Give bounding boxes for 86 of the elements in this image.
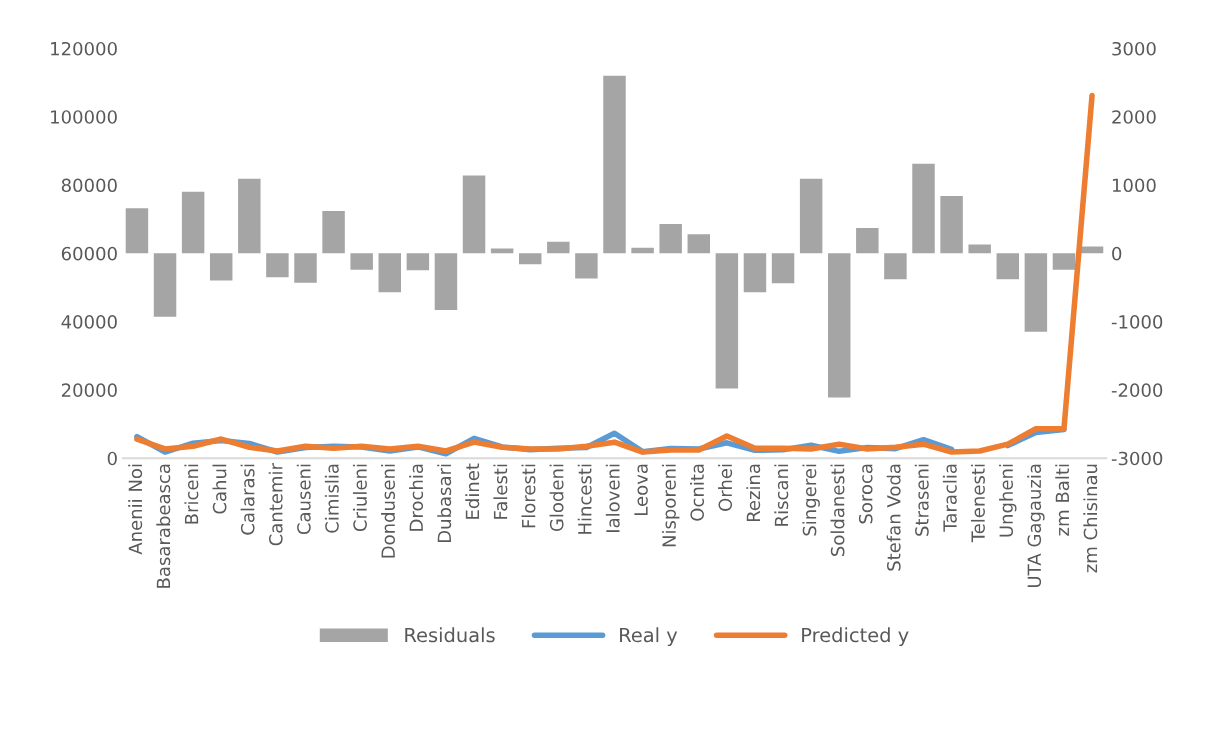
- y2-tick-label: -2000: [1111, 383, 1163, 397]
- bar: [406, 253, 430, 271]
- bar: [968, 244, 991, 254]
- x-tick-label: zm Balti: [1055, 464, 1070, 536]
- bar: [687, 234, 711, 254]
- x-tick-label: Ialoveni: [605, 464, 620, 532]
- y-tick-label: 60000: [61, 246, 117, 261]
- bar: [153, 253, 177, 317]
- x-tick-label: Briceni: [184, 464, 199, 524]
- x-tick-label: Nisporeni: [661, 464, 680, 547]
- x-tick-label: Hincesti: [577, 464, 592, 534]
- y2-tick-label: 2000: [1112, 110, 1156, 124]
- bar: [659, 223, 682, 254]
- y-tick-label: 20000: [61, 383, 117, 397]
- y-tick-label: 40000: [61, 315, 117, 329]
- bar: [856, 228, 879, 254]
- bar: [771, 253, 795, 284]
- bar: [827, 253, 851, 398]
- bar: [575, 253, 598, 279]
- x-tick-label: Falesti: [493, 464, 508, 519]
- x-tick-label: Ocnita: [690, 464, 705, 521]
- y-tick-label: 120000: [51, 41, 117, 56]
- x-tick-label: Ungheni: [999, 464, 1017, 537]
- legend-label: Predicted y: [802, 627, 909, 647]
- bar: [1052, 253, 1076, 270]
- x-tick-label: Basarabeasca: [156, 464, 171, 588]
- x-tick-label: Riscani: [774, 464, 789, 526]
- legend-label: Real y: [620, 627, 678, 647]
- bar: [912, 163, 935, 254]
- x-tick-label: Leova: [634, 464, 648, 515]
- x-tick-label: Dubasari: [437, 464, 452, 543]
- bar: [209, 253, 233, 281]
- bar: [940, 195, 963, 254]
- legend-label: Residuals: [405, 627, 495, 643]
- x-tick-label: Soroca: [858, 464, 873, 524]
- y2-tick-label: 1000: [1112, 178, 1156, 193]
- x-tick-label: Stefan Voda: [886, 464, 901, 571]
- bar: [294, 253, 317, 283]
- x-tick-label: Floresti: [521, 464, 536, 528]
- bar: [434, 253, 458, 310]
- bar: [884, 253, 907, 280]
- bar: [799, 178, 823, 254]
- x-tick-label: Cahul: [212, 464, 227, 514]
- x-tick-label: Anenii Noi: [128, 464, 143, 555]
- x-tick-label: Causeni: [296, 464, 311, 535]
- x-tick-label: Cimislia: [324, 464, 339, 533]
- bar: [266, 253, 289, 278]
- x-tick-label: Glodeni: [549, 464, 564, 532]
- bar: [125, 208, 149, 254]
- bar: [631, 247, 654, 254]
- bar: [181, 191, 205, 254]
- bar: [715, 253, 739, 389]
- x-tick-label: Drochia: [409, 464, 424, 531]
- y-tick-label: 100000: [51, 110, 117, 124]
- bar: [603, 75, 626, 254]
- x-tick-label: Calarasi: [240, 464, 255, 535]
- y2-tick-label: -1000: [1111, 315, 1163, 329]
- bar: [238, 178, 261, 254]
- bar: [322, 210, 345, 254]
- y-tick-label: 80000: [61, 178, 117, 193]
- x-tick-label: Telenesti: [970, 464, 985, 543]
- bar: [462, 175, 486, 254]
- y2-tick-label: -3000: [1111, 451, 1163, 466]
- bar: [350, 253, 373, 270]
- x-tick-label: zm Chisinau: [1083, 464, 1098, 573]
- x-tick-label: Cantemir: [268, 463, 283, 546]
- x-tick-label: Criuleni: [352, 464, 367, 532]
- x-tick-label: UTA Gagauzia: [1027, 464, 1045, 587]
- bar: [996, 253, 1020, 280]
- x-tick-label: Taraclia: [942, 464, 957, 532]
- bar: [1024, 253, 1048, 332]
- y2-tick-label: 0: [1112, 246, 1122, 261]
- x-tick-label: Donduseni: [381, 464, 396, 558]
- bar: [743, 253, 767, 293]
- x-tick-label: Edinet: [465, 463, 480, 519]
- bar: [1080, 246, 1104, 254]
- y2-tick-label: 3000: [1112, 41, 1156, 56]
- x-tick-label: Orhei: [718, 464, 733, 511]
- x-tick-label: Soldanesti: [830, 464, 845, 556]
- x-tick-label: Rezina: [746, 464, 761, 522]
- bar: [547, 241, 570, 254]
- bar: [518, 253, 542, 265]
- x-tick-label: Straseni: [914, 464, 929, 536]
- y-tick-label: 0: [107, 451, 117, 466]
- x-tick-label: Singerei: [802, 464, 820, 536]
- bar: [378, 253, 402, 293]
